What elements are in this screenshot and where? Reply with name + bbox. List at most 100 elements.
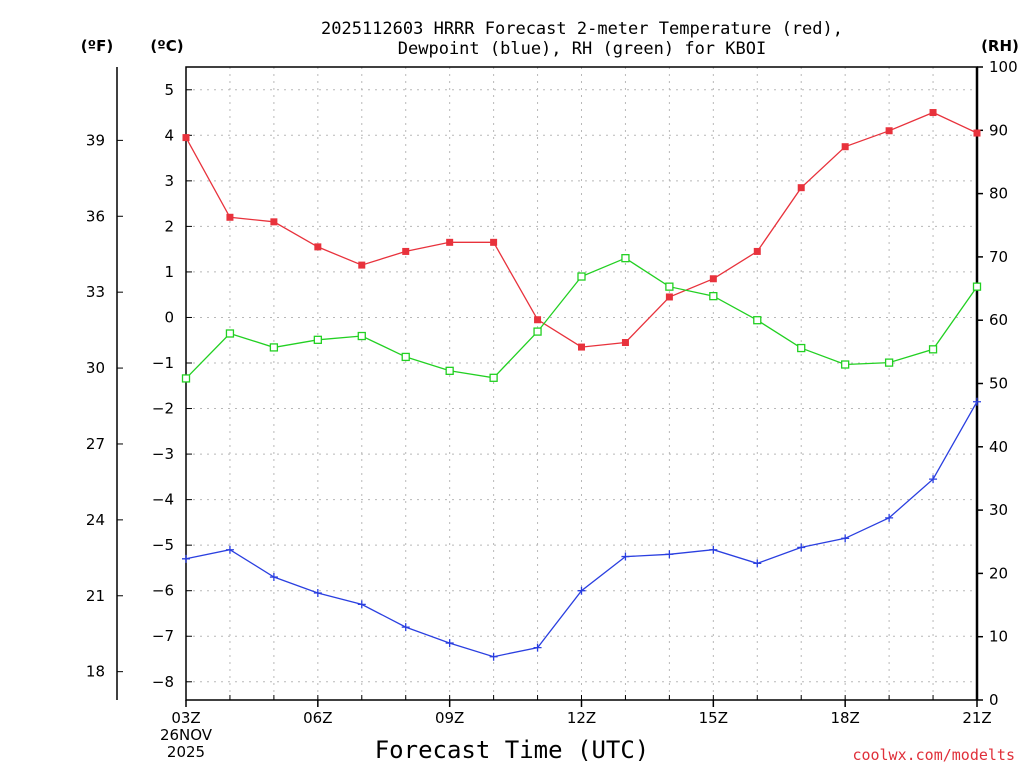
fahrenheit-tick-label: 39: [86, 131, 105, 149]
rh-point: [797, 343, 806, 353]
fahrenheit-axis-unit: (ºF): [81, 37, 113, 55]
temperature-point: [621, 339, 629, 347]
celsius-tick-label: −7: [152, 627, 174, 645]
x-axis-title: Forecast Time (UTC): [375, 736, 650, 764]
temperature-point: [358, 261, 366, 269]
dewpoint-point: [401, 623, 410, 632]
fahrenheit-tick-label: 18: [86, 663, 105, 681]
rh-tick-label: 30: [989, 501, 1008, 519]
rh-tick-label: 20: [989, 564, 1008, 582]
rh-point: [533, 327, 542, 336]
dewpoint-point: [973, 397, 981, 406]
dewpoint-point: [445, 639, 454, 648]
date-label-line1: 26NOV: [160, 726, 213, 744]
temperature-point: [885, 127, 893, 135]
temperature-point: [446, 238, 454, 246]
temperature-point: [270, 218, 278, 226]
rh-tick-label: 90: [989, 121, 1008, 139]
temperature-point: [226, 213, 234, 221]
rh-point: [445, 366, 454, 375]
rh-point: [753, 316, 762, 325]
celsius-tick-label: −1: [152, 354, 174, 372]
temperature-point: [402, 247, 410, 255]
rh-tick-label: 70: [989, 248, 1008, 266]
x-tick-label: 15Z: [699, 709, 728, 727]
rh-point: [577, 272, 586, 281]
dewpoint-point: [357, 600, 366, 609]
celsius-tick-label: 2: [164, 217, 174, 235]
rh-point: [313, 335, 322, 344]
celsius-axis-unit: (ºC): [150, 37, 183, 55]
celsius-tick-label: −2: [152, 400, 174, 418]
dewpoint-point: [489, 652, 498, 661]
rh-point: [225, 329, 235, 338]
temperature-point: [797, 184, 805, 192]
rh-point: [401, 352, 410, 362]
rh-tick-label: 100: [989, 58, 1018, 76]
credit-text: coolwx.com/modelts: [852, 746, 1015, 764]
dewpoint-point: [182, 554, 190, 563]
grid-lines: [186, 67, 977, 700]
rh-point: [884, 358, 894, 367]
rh-point: [972, 282, 982, 291]
rh-point: [621, 254, 630, 263]
fahrenheit-tick-label: 30: [86, 359, 105, 377]
celsius-tick-label: −6: [152, 582, 174, 600]
x-tick-label: 03Z: [171, 709, 200, 727]
dewpoint-point: [753, 559, 762, 568]
dewpoint-point: [841, 534, 850, 543]
rh-point: [269, 343, 279, 352]
dewpoint-point: [665, 550, 674, 559]
dewpoint-point: [577, 586, 586, 595]
x-tick-label: 21Z: [962, 709, 991, 727]
dewpoint-point: [621, 552, 630, 561]
celsius-tick-label: 0: [164, 308, 174, 326]
celsius-tick-label: −8: [152, 673, 174, 691]
rh-tick-label: 60: [989, 311, 1008, 329]
rh-point: [709, 291, 718, 301]
rh-tick-label: 10: [989, 628, 1008, 646]
temperature-point: [973, 129, 981, 137]
chart-title-line2: Dewpoint (blue), RH (green) for KBOI: [398, 39, 766, 59]
date-label-line2: 2025: [167, 743, 205, 761]
dewpoint-point: [885, 513, 894, 522]
temperature-point: [929, 109, 937, 117]
temperature-point: [490, 238, 498, 246]
dewpoint-point: [269, 573, 278, 582]
rh-point: [928, 345, 938, 354]
temperature-point: [578, 343, 585, 351]
celsius-tick-label: −5: [152, 536, 174, 554]
celsius-tick-label: −4: [152, 491, 174, 509]
rh-point: [665, 282, 674, 291]
x-tick-label: 18Z: [830, 709, 859, 727]
temperature-point: [182, 134, 190, 142]
fahrenheit-tick-label: 33: [86, 283, 105, 301]
celsius-tick-label: 4: [164, 126, 174, 144]
fahrenheit-tick-label: 36: [86, 207, 105, 225]
rh-tick-label: 40: [989, 438, 1008, 456]
chart-title-line1: 2025112603 HRRR Forecast 2-meter Tempera…: [321, 19, 843, 39]
dewpoint-point: [225, 545, 234, 554]
dewpoint-point: [533, 643, 542, 652]
celsius-tick-label: 1: [164, 263, 174, 281]
rh-tick-label: 50: [989, 375, 1008, 393]
rh-series: [181, 254, 982, 383]
fahrenheit-axis: 39 36 33 30 27 24 21 18: [86, 131, 123, 681]
temperature-point: [665, 293, 673, 301]
fahrenheit-tick-label: 27: [86, 435, 105, 453]
rh-point: [489, 373, 498, 382]
rh-point: [181, 374, 191, 383]
rh-tick-label: 80: [989, 185, 1008, 203]
rh-tick-label: 0: [989, 691, 999, 709]
dewpoint-point: [797, 543, 806, 552]
celsius-tick-label: 3: [164, 172, 174, 190]
fahrenheit-tick-label: 24: [86, 511, 105, 529]
x-tick-label: 09Z: [435, 709, 464, 727]
dewpoint-point: [313, 588, 322, 597]
celsius-tick-label: −3: [152, 445, 174, 463]
rh-point: [841, 360, 850, 369]
dewpoint-point: [929, 475, 938, 484]
series-layer: [181, 109, 982, 661]
dewpoint-series: [182, 397, 981, 661]
